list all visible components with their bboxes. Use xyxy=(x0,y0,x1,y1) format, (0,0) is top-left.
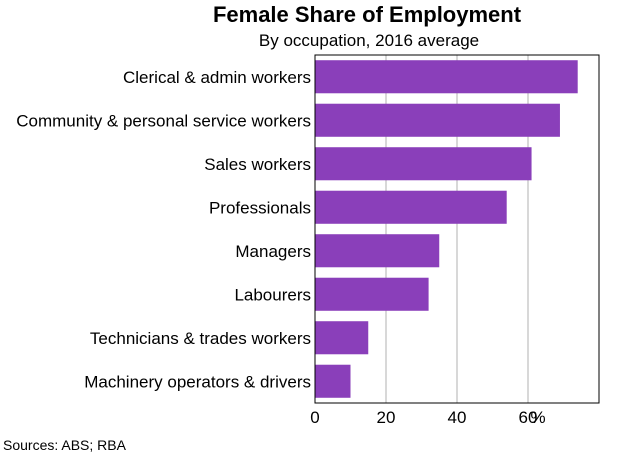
category-label: Clerical & admin workers xyxy=(123,68,311,87)
chart-title: Female Share of Employment xyxy=(212,2,522,27)
x-tick-label: 0 xyxy=(310,408,319,427)
x-tick-label: 20 xyxy=(377,408,396,427)
bar xyxy=(315,147,532,181)
category-label: Labourers xyxy=(234,285,311,304)
bar xyxy=(315,277,429,311)
category-label: Managers xyxy=(235,242,311,261)
bar xyxy=(315,234,440,268)
x-tick-label: 40 xyxy=(448,408,467,427)
bars xyxy=(315,60,578,398)
category-labels: Clerical & admin workers Community & pers… xyxy=(16,68,311,392)
x-unit-label: % xyxy=(530,408,545,427)
bar xyxy=(315,364,351,398)
bar xyxy=(315,103,560,137)
category-label: Technicians & trades workers xyxy=(90,329,311,348)
chart-subtitle: By occupation, 2016 average xyxy=(258,31,480,50)
category-label: Machinery operators & drivers xyxy=(84,372,311,391)
bar xyxy=(315,190,507,224)
bar xyxy=(315,321,369,355)
sources-note: Sources: ABS; RBA xyxy=(3,437,126,453)
x-tick-label: 60 xyxy=(519,408,538,427)
category-label: Professionals xyxy=(209,198,311,217)
category-label: Sales workers xyxy=(204,155,311,174)
plot-frame xyxy=(314,54,600,404)
category-label: Community & personal service workers xyxy=(16,111,311,130)
bar xyxy=(315,60,578,94)
x-axis-ticks: 0 20 40 60 xyxy=(310,408,537,427)
